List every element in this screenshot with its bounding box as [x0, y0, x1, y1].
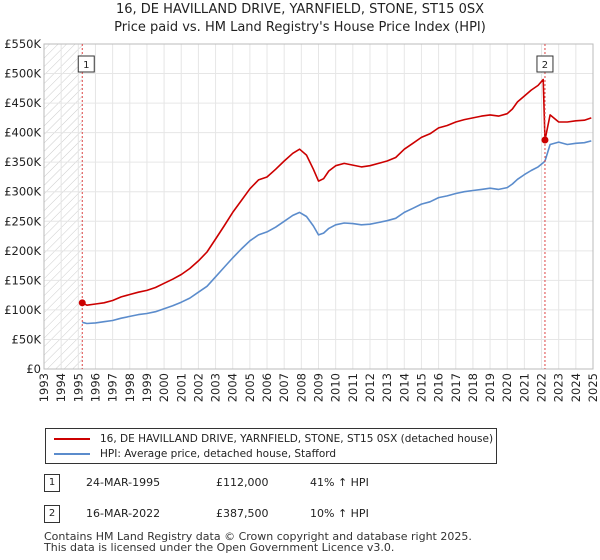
- y-tick-label: £300K: [4, 185, 41, 199]
- pre-sale-hatch: [44, 44, 83, 369]
- x-tick-label: 2012: [363, 373, 377, 402]
- legend-item-property: 16, DE HAVILLAND DRIVE, YARNFIELD, STONE…: [54, 432, 493, 446]
- x-tick-label: 2015: [414, 373, 428, 402]
- y-tick-label: £350K: [4, 155, 41, 169]
- x-tick-label: 2013: [380, 373, 394, 402]
- sale-label-text: 1: [83, 60, 89, 71]
- transaction-price: £112,000: [216, 476, 269, 489]
- x-tick-label: 1995: [71, 373, 85, 402]
- x-tick-label: 2019: [483, 373, 497, 402]
- y-tick-label: £550K: [4, 37, 41, 51]
- transaction-marker: 1: [44, 474, 60, 492]
- sale-label-box: [536, 55, 554, 73]
- series-line-hpi: [82, 140, 592, 325]
- x-tick-label: 2023: [552, 373, 566, 402]
- x-tick-label: 2004: [226, 373, 240, 402]
- legend: 16, DE HAVILLAND DRIVE, YARNFIELD, STONE…: [45, 428, 497, 464]
- x-tick-label: 2017: [449, 373, 463, 402]
- x-tick-label: 2006: [260, 373, 274, 402]
- footer-licence: This data is licensed under the Open Gov…: [44, 541, 395, 554]
- x-tick-label: 2021: [517, 373, 531, 402]
- y-tick-label: £150K: [4, 273, 41, 287]
- legend-swatch-property: [54, 438, 90, 440]
- x-tick-label: 2003: [209, 373, 223, 402]
- x-tick-label: 1993: [37, 373, 51, 402]
- sale-point: [78, 299, 86, 307]
- x-tick-label: 1994: [54, 373, 68, 402]
- y-tick-label: £100K: [4, 303, 41, 317]
- transaction-marker: 2: [44, 505, 60, 523]
- x-tick-label: 2014: [397, 373, 411, 402]
- transaction-date: 24-MAR-1995: [86, 476, 161, 489]
- y-tick-label: £250K: [4, 214, 41, 228]
- plot-frame: [43, 43, 594, 370]
- transaction-date: 16-MAR-2022: [86, 507, 161, 520]
- x-tick-label: 1996: [88, 373, 102, 402]
- x-tick-label: 2005: [243, 373, 257, 402]
- legend-swatch-hpi: [54, 453, 90, 455]
- x-tick-label: 2022: [535, 373, 549, 402]
- x-tick-label: 2018: [466, 373, 480, 402]
- x-tick-label: 1998: [123, 373, 137, 402]
- transaction-price: £387,500: [216, 507, 269, 520]
- y-tick-label: £200K: [4, 244, 41, 258]
- y-tick-label: £450K: [4, 96, 41, 110]
- x-tick-label: 2016: [432, 373, 446, 402]
- x-tick-label: 2001: [174, 373, 188, 402]
- x-tick-label: 2007: [277, 373, 291, 402]
- series-line-property: [81, 78, 592, 307]
- footer-copyright: Contains HM Land Registry data © Crown c…: [44, 530, 472, 543]
- legend-label-property: 16, DE HAVILLAND DRIVE, YARNFIELD, STONE…: [100, 433, 494, 445]
- sale-label-text: 2: [542, 60, 548, 71]
- x-tick-label: 2025: [586, 373, 600, 402]
- y-tick-label: £0: [26, 362, 41, 376]
- y-tick-label: £50K: [12, 332, 42, 346]
- x-tick-label: 2008: [294, 373, 308, 402]
- x-tick-label: 2000: [157, 373, 171, 402]
- transaction-hpi: 10% ↑ HPI: [310, 507, 369, 520]
- x-tick-label: 1999: [140, 373, 154, 402]
- x-tick-label: 2020: [500, 373, 514, 402]
- footer: Contains HM Land Registry data © Crown c…: [44, 531, 472, 553]
- y-tick-label: £500K: [4, 67, 41, 81]
- chart-subtitle: Price paid vs. HM Land Registry's House …: [114, 20, 486, 35]
- sale-label-box: [77, 55, 95, 73]
- sale-point: [541, 136, 549, 144]
- x-tick-label: 2010: [329, 373, 343, 402]
- x-tick-label: 2002: [191, 373, 205, 402]
- x-tick-label: 2011: [346, 373, 360, 402]
- legend-item-hpi: HPI: Average price, detached house, Staf…: [54, 447, 336, 461]
- x-tick-label: 2009: [312, 373, 326, 402]
- chart-title: 16, DE HAVILLAND DRIVE, YARNFIELD, STONE…: [115, 2, 485, 17]
- transaction-hpi: 41% ↑ HPI: [310, 476, 369, 489]
- legend-label-hpi: HPI: Average price, detached house, Staf…: [100, 448, 337, 460]
- x-tick-label: 1997: [106, 373, 120, 402]
- x-tick-label: 2024: [569, 373, 583, 402]
- y-tick-label: £400K: [4, 126, 41, 140]
